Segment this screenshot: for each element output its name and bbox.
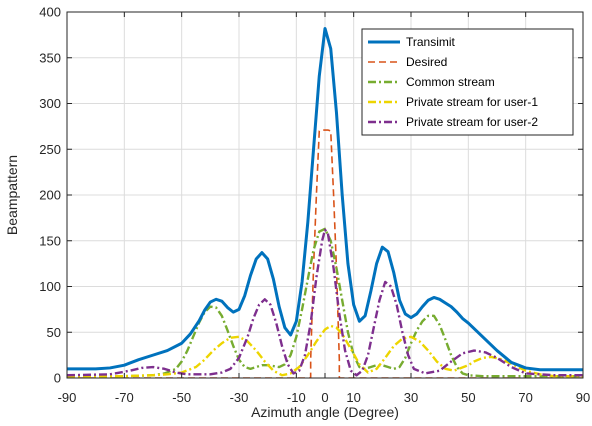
legend-box bbox=[361, 28, 574, 136]
legend-label-desired: Desired bbox=[406, 55, 447, 69]
x-tick-label: -70 bbox=[115, 390, 134, 405]
x-tick-label: -30 bbox=[230, 390, 249, 405]
legend: Transimit Desired Common stream Private str… bbox=[361, 28, 574, 136]
y-tick-label: 300 bbox=[39, 96, 61, 111]
legend-label-private-stream-for-user-1: Private stream for user-1 bbox=[406, 95, 538, 109]
y-tick-label: 350 bbox=[39, 50, 61, 65]
y-axis-label: Beampattern bbox=[4, 155, 20, 235]
series-line-private-stream-for-user-2 bbox=[67, 228, 583, 377]
y-tick-label: 150 bbox=[39, 233, 61, 248]
y-tick-label: 100 bbox=[39, 279, 61, 294]
legend-label-common-stream: Common stream bbox=[406, 75, 495, 89]
y-tick-label: 200 bbox=[39, 188, 61, 203]
legend-label-private-stream-for-user-2: Private stream for user-2 bbox=[406, 115, 538, 129]
y-tick-label: 250 bbox=[39, 142, 61, 157]
series-line-desired bbox=[67, 129, 583, 378]
x-tick-label: 50 bbox=[461, 390, 475, 405]
y-tick-label: 50 bbox=[47, 325, 61, 340]
series-line-private-stream-for-user-1 bbox=[67, 324, 583, 378]
x-tick-label: 70 bbox=[518, 390, 532, 405]
x-tick-label: -10 bbox=[287, 390, 306, 405]
series-group bbox=[67, 26, 583, 378]
series-line-transimit bbox=[67, 26, 583, 372]
x-tick-label: -90 bbox=[58, 390, 77, 405]
x-tick-label: 10 bbox=[346, 390, 360, 405]
x-tick-label: 90 bbox=[576, 390, 590, 405]
y-tick-label: 0 bbox=[54, 371, 61, 386]
x-tick-label: 0 bbox=[321, 390, 328, 405]
x-axis-label: Azimuth angle (Degree) bbox=[251, 404, 399, 420]
axis-ticks: -90 -70 -50 -30 -10 0 10 30 50 70 90 0 50 100 150 200 25… bbox=[39, 5, 590, 406]
y-tick-label: 400 bbox=[39, 5, 61, 20]
x-tick-label: 30 bbox=[404, 390, 418, 405]
legend-label-transimit: Transimit bbox=[406, 35, 456, 49]
x-tick-label: -50 bbox=[172, 390, 191, 405]
